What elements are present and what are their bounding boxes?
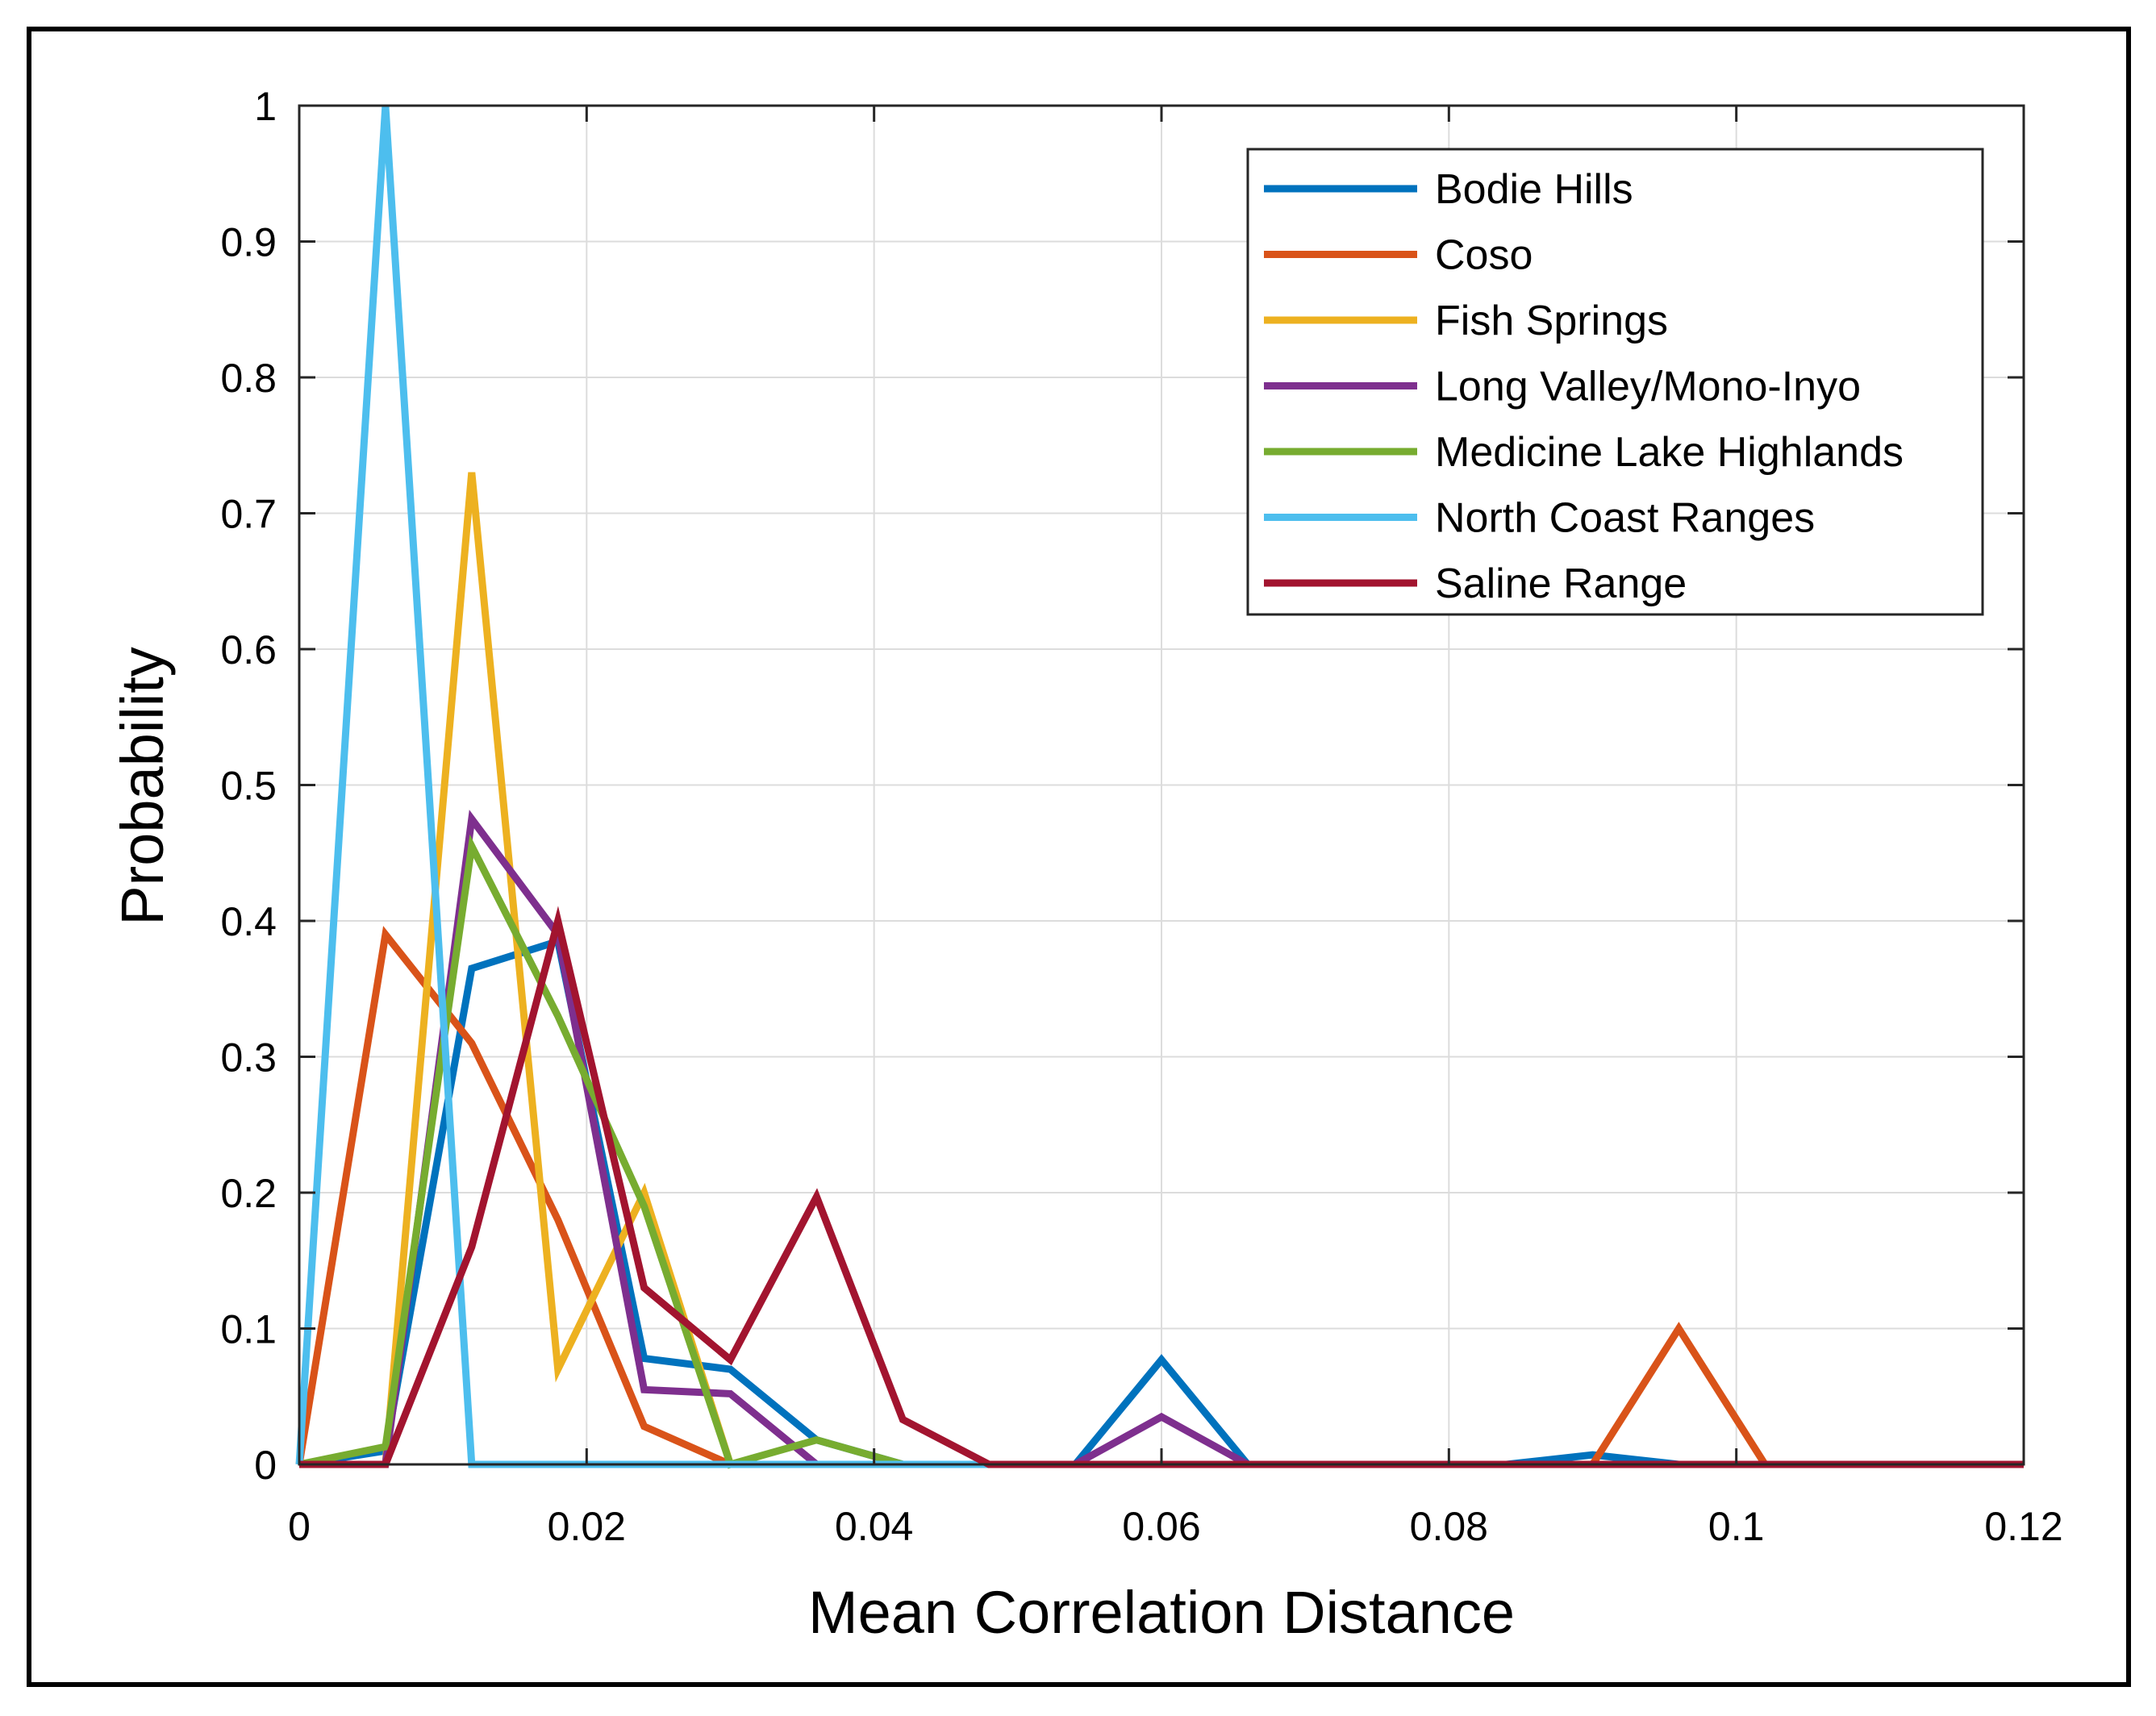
tick-marks	[298, 104, 2025, 1466]
grid-lines	[299, 106, 2024, 1464]
legend-box	[1246, 148, 1984, 616]
legend-label: Long Valley/Mono-Inyo	[1435, 364, 1861, 410]
y-tick-label: 0.9	[220, 220, 277, 265]
y-tick-label: 1	[254, 84, 277, 129]
legend-label: Saline Range	[1435, 560, 1687, 607]
y-tick-label: 0.7	[220, 492, 277, 537]
y-axis-title: Probability	[109, 647, 176, 926]
x-tick-label: 0.1	[1708, 1504, 1765, 1549]
y-tick-label: 0.5	[220, 764, 277, 809]
y-tick-label: 0.2	[220, 1171, 277, 1216]
legend-label: North Coast Ranges	[1435, 495, 1815, 542]
y-tick-label: 0.8	[220, 356, 277, 401]
legend-label: Fish Springs	[1435, 298, 1668, 344]
y-tick-label: 0.6	[220, 627, 277, 673]
legend: Bodie Hills Coso Fish Springs Long Valley/M…	[1246, 148, 1984, 616]
x-tick-label: 0.02	[548, 1504, 626, 1549]
x-axis-title: Mean Correlation Distance	[808, 1579, 1515, 1646]
x-tick-label: 0.12	[1984, 1504, 2062, 1549]
y-tick-label: 0.1	[220, 1307, 277, 1352]
legend-label: Medicine Lake Highlands	[1435, 429, 1904, 476]
x-tick-label: 0.06	[1122, 1504, 1200, 1549]
y-tick-label: 0	[254, 1443, 277, 1488]
y-tick-label: 0.3	[220, 1035, 277, 1081]
x-tick-label: 0.04	[835, 1504, 913, 1549]
x-tick-label: 0.08	[1410, 1504, 1488, 1549]
y-tick-label: 0.4	[220, 899, 277, 944]
legend-label: Coso	[1435, 232, 1533, 279]
legend-label: Bodie Hills	[1435, 166, 1633, 213]
x-tick-label: 0	[288, 1504, 311, 1549]
y-axis-tick-labels: 0 0.1 0.2 0.3 0.4 0.5 0.6 0.7 0.8 0.9 1	[220, 84, 277, 1488]
x-axis-tick-labels: 0 0.02 0.04 0.06 0.08 0.1 0.12	[288, 1504, 2063, 1549]
